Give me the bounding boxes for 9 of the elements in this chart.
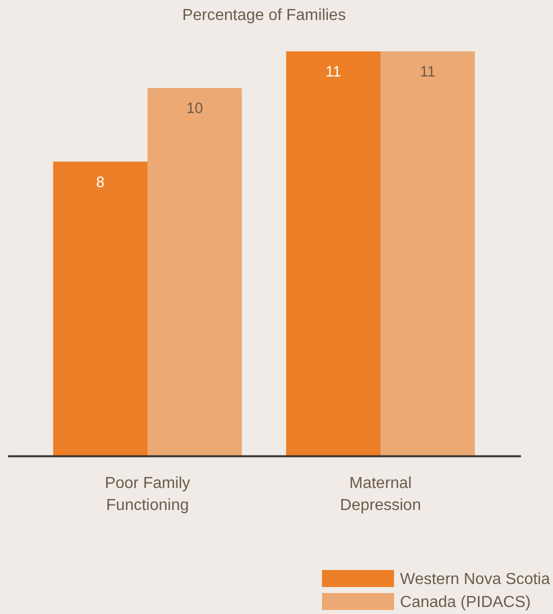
- data-label: 11: [420, 63, 436, 80]
- chart-title: Percentage of Families: [182, 7, 346, 24]
- data-label: 10: [186, 100, 204, 118]
- data-label: 8: [96, 174, 104, 191]
- x-tick-label: Poor Family Functioning: [104, 474, 190, 514]
- data-label: 11: [326, 63, 342, 80]
- legend-label: Canada (PIDACS): [400, 594, 531, 611]
- legend-label: Western Nova Scotia: [400, 570, 550, 588]
- x-tick-label: Maternal Depression: [340, 474, 421, 514]
